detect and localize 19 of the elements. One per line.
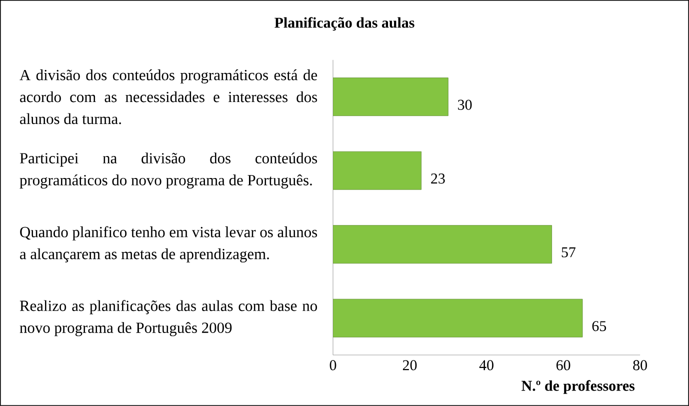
chart-title: Planificação das aulas	[274, 17, 414, 31]
bar	[332, 78, 448, 116]
data-label: 30	[458, 100, 472, 110]
y-tick-label: Participei na divisão dos conteúdos programáticos do novo programa de Português.	[20, 152, 318, 189]
bar	[332, 225, 552, 264]
x-axis-title: N.º de professores	[522, 380, 635, 394]
x-tick-label: 40	[479, 360, 494, 370]
x-tick-label: 0	[330, 360, 336, 370]
y-tick-label: Realizo as planificações das aulas com base no novo programa de Português 2009	[20, 300, 317, 336]
data-label: 23	[431, 174, 445, 184]
x-tick-label: 20	[402, 360, 417, 370]
x-tick-label: 60	[556, 360, 570, 370]
y-tick-label: A divisão dos conteúdos programáticos está de acordo com as necessidades e interesses dos alunos da turma.	[20, 69, 318, 124]
data-label: 57	[562, 247, 576, 258]
bar	[332, 298, 583, 338]
bar	[332, 151, 422, 190]
data-label: 65	[592, 321, 606, 332]
x-tick-label: 80	[633, 360, 647, 370]
y-tick-label: Quando planifico tenho em vista levar os alunos a alcançarem as metas de aprendizagem.	[20, 226, 318, 262]
